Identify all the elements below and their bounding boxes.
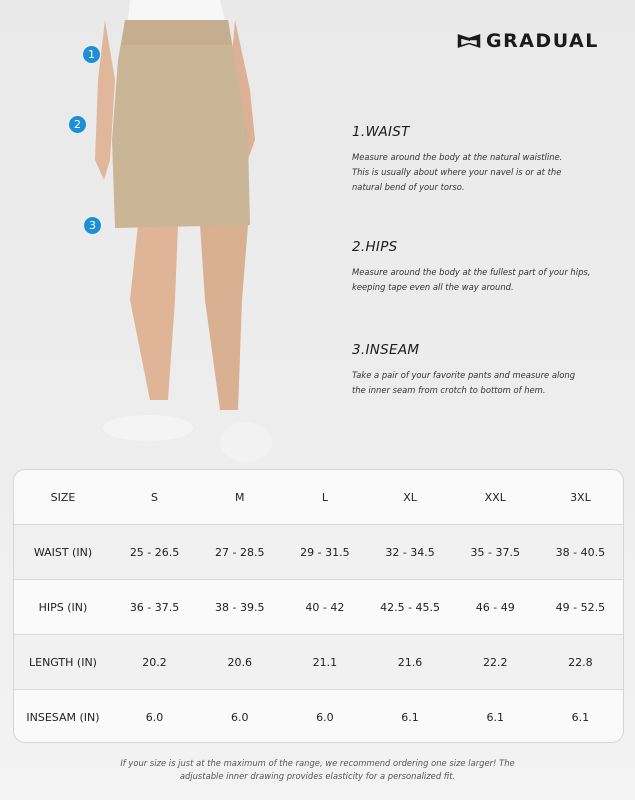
section-waist: 1.WAIST Measure around the body at the n… <box>352 124 632 195</box>
marker-inseam: 3 <box>83 216 102 235</box>
table-header-cell: XL <box>403 490 417 504</box>
table-cell: 6.1 <box>486 710 504 724</box>
table-header-cell: SIZE <box>50 490 76 504</box>
brand-logo-icon <box>456 31 482 51</box>
row-label: INSESAM (IN) <box>26 710 100 724</box>
note-line: If your size is just at the maximum of t… <box>120 758 515 768</box>
section-title: 1.WAIST <box>352 124 410 140</box>
section-text: Take a pair of your favorite pants and m… <box>352 370 576 380</box>
marker-hips: 2 <box>68 115 87 134</box>
table-header-cell: 3XL <box>570 490 591 504</box>
section-title: 3.INSEAM <box>352 342 420 358</box>
section-text: Measure around the body at the fullest p… <box>352 267 591 277</box>
row-label: LENGTH (IN) <box>28 655 97 669</box>
section-text: natural bend of your torso. <box>352 182 465 192</box>
sizing-note: If your size is just at the maximum of t… <box>0 757 635 783</box>
table-cell: 42.5 - 45.5 <box>380 600 441 614</box>
table-header-cell: M <box>234 490 245 504</box>
table-header-row: SIZE S M L XL XXL 3XL <box>14 470 623 525</box>
section-inseam: 3.INSEAM Take a pair of your favorite pa… <box>352 342 632 398</box>
table-cell: 49 - 52.5 <box>555 600 606 614</box>
section-title: 2.HIPS <box>352 239 398 255</box>
brand-name: GRADUAL <box>486 30 599 52</box>
row-label: WAIST (IN) <box>33 545 93 559</box>
table-cell: 6.0 <box>145 710 164 724</box>
section-text: keeping tape even all the way around. <box>352 282 514 292</box>
table-cell: 22.2 <box>482 655 508 669</box>
table-cell: 6.1 <box>401 710 419 724</box>
table-cell: 27 - 28.5 <box>214 545 265 559</box>
table-cell: 32 - 34.5 <box>385 545 435 559</box>
row-label: HIPS (IN) <box>38 600 88 614</box>
brand-logo: GRADUAL <box>456 30 599 52</box>
table-cell: 40 - 42 <box>305 600 345 614</box>
table-header-cell: XXL <box>484 490 506 504</box>
table-cell: 38 - 40.5 <box>555 545 606 559</box>
note-line: adjustable inner drawing provides elasti… <box>179 771 456 781</box>
section-text: the inner seam from crotch to bottom of … <box>352 385 546 395</box>
table-row: INSESAM (IN) 6.0 6.0 6.0 6.1 6.1 6.1 <box>14 690 623 742</box>
size-table: SIZE S M L XL XXL 3XL WAIST (IN) 25 - 26.5 27 - 2… <box>13 469 624 743</box>
table-cell: 21.1 <box>312 655 338 669</box>
section-hips: 2.HIPS Measure around the body at the fu… <box>352 239 632 295</box>
table-cell: 6.0 <box>230 710 249 724</box>
table-row: HIPS (IN) 36 - 37.5 38 - 39.5 40 - 42 42.5 -… <box>14 580 623 635</box>
table-cell: 6.0 <box>316 710 334 724</box>
table-cell: 6.1 <box>571 710 590 724</box>
section-text: This is usually about where your navel i… <box>352 167 562 177</box>
table-cell: 21.6 <box>397 655 423 669</box>
table-cell: 22.8 <box>568 655 593 669</box>
table-header-cell: L <box>321 490 328 504</box>
table-cell: 36 - 37.5 <box>129 600 180 614</box>
table-cell: 20.2 <box>142 655 167 669</box>
table-cell: 20.6 <box>227 655 252 669</box>
marker-waist: 1 <box>82 45 101 64</box>
product-photo <box>60 0 320 470</box>
table-row: LENGTH (IN) 20.2 20.6 21.1 21.6 22.2 22.8 <box>14 635 623 690</box>
table-cell: 29 - 31.5 <box>300 545 350 559</box>
table-cell: 38 - 39.5 <box>214 600 265 614</box>
table-row: WAIST (IN) 25 - 26.5 27 - 28.5 29 - 31.5 32 … <box>14 525 623 580</box>
table-cell: 25 - 26.5 <box>129 545 180 559</box>
table-cell: 35 - 37.5 <box>470 545 520 559</box>
section-text: Measure around the body at the natural w… <box>352 152 563 162</box>
table-header-cell: S <box>151 490 159 504</box>
table-cell: 46 - 49 <box>475 600 515 614</box>
